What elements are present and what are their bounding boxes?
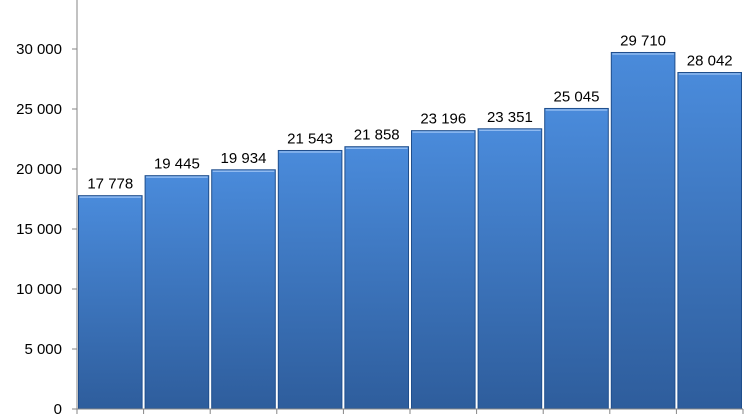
- y-tick-label: 15 000: [16, 221, 62, 238]
- y-tick-label: 20 000: [16, 161, 62, 178]
- bar: [277, 149, 343, 410]
- bar: [544, 107, 609, 410]
- bar: [411, 130, 476, 410]
- data-label: 17 778: [87, 176, 133, 193]
- y-tick-label: 25 000: [16, 101, 62, 118]
- y-tick-label: 5 000: [24, 341, 62, 358]
- y-tick-label: 10 000: [16, 281, 62, 298]
- data-label: 25 045: [554, 88, 600, 105]
- y-tick-label: 30 000: [16, 41, 62, 58]
- data-label: 23 351: [487, 109, 533, 126]
- data-label: 19 934: [221, 150, 267, 167]
- bar: [144, 175, 210, 410]
- bar: [610, 51, 676, 410]
- data-label: 23 196: [420, 111, 466, 128]
- bar: [344, 146, 409, 410]
- bar: [477, 128, 543, 410]
- bar: [78, 195, 143, 410]
- y-tick-label: 0: [54, 401, 62, 418]
- data-label: 29 710: [620, 32, 666, 49]
- data-label: 19 445: [154, 156, 200, 173]
- data-label: 21 858: [354, 127, 400, 144]
- bar: [211, 169, 276, 410]
- data-label: 21 543: [287, 130, 333, 147]
- data-label: 28 042: [687, 52, 733, 69]
- bar: [677, 71, 743, 410]
